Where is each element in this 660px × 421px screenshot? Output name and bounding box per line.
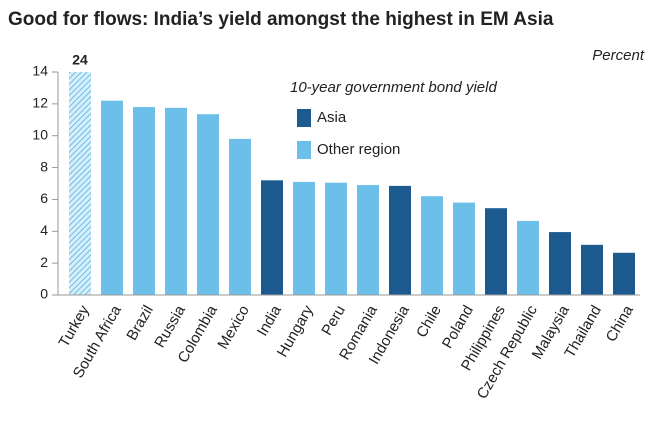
x-tick-label: India (254, 302, 285, 339)
legend-label: Asia (317, 109, 347, 126)
y-tick-label: 2 (40, 254, 48, 270)
legend-swatch (297, 109, 311, 127)
bar (421, 196, 443, 295)
bar (261, 180, 283, 295)
y-tick-label: 6 (40, 190, 48, 206)
legend-swatch (297, 141, 311, 159)
x-tick-label: Chile (413, 302, 445, 340)
bar (389, 185, 411, 295)
y-tick-label: 4 (40, 222, 48, 238)
bar (197, 114, 219, 295)
bar (293, 181, 315, 295)
chart-title: Good for flows: India’s yield amongst th… (8, 9, 554, 30)
y-tick-label: 0 (40, 286, 48, 302)
bar (165, 107, 187, 295)
bar (325, 182, 347, 295)
y-tick-label: 10 (32, 126, 48, 142)
x-tick-label: Mexico (214, 302, 252, 352)
bar (485, 208, 507, 295)
legend-label: Other region (317, 141, 400, 158)
unit-label: Percent (592, 47, 645, 64)
y-tick-label: 12 (32, 95, 48, 111)
bar (453, 202, 475, 295)
bar (101, 100, 123, 296)
y-tick-label: 8 (40, 158, 48, 174)
bar (133, 107, 155, 296)
x-tick-label: Peru (318, 302, 349, 338)
legend-title: 10-year government bond yield (290, 79, 497, 96)
y-tick-label: 14 (32, 63, 48, 79)
bars (69, 72, 635, 296)
x-tick-label: China (603, 302, 638, 345)
bar (613, 252, 635, 295)
value-label: 24 (72, 52, 88, 68)
bar (549, 232, 571, 295)
x-tick-label: Brazil (123, 302, 156, 343)
bar (357, 185, 379, 295)
bar (517, 220, 539, 295)
bar (69, 72, 91, 295)
bar (229, 138, 251, 295)
bar (581, 244, 603, 295)
